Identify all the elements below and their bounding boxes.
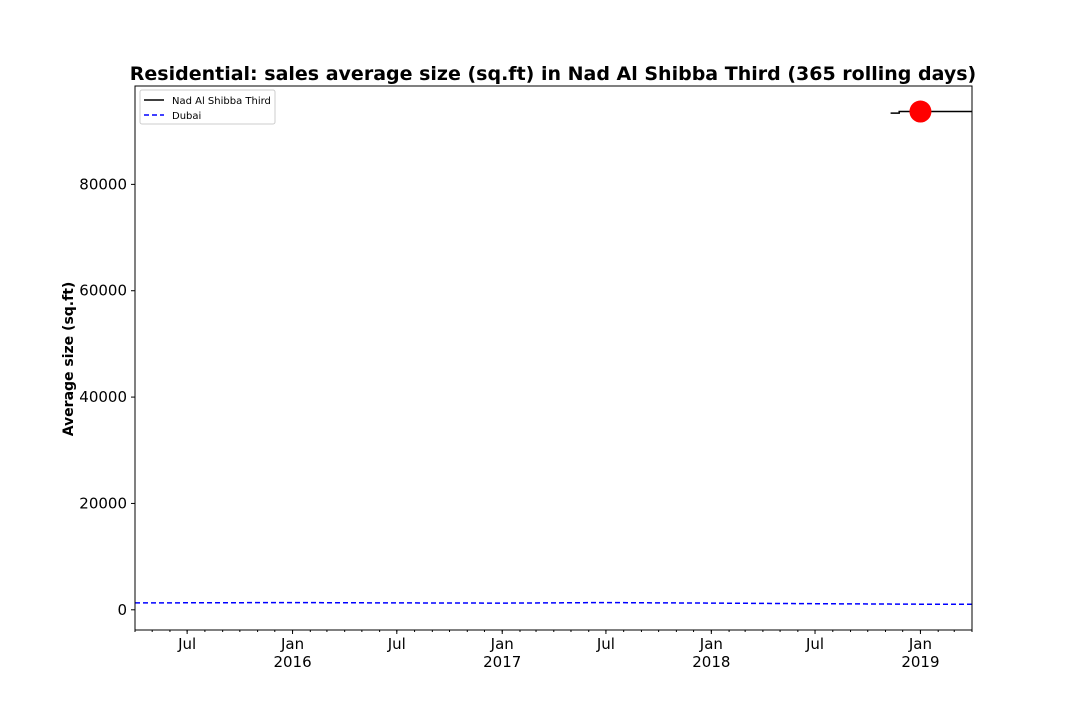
- legend: Nad Al Shibba Third Dubai: [139, 89, 276, 125]
- x-tick-year-label: 2019: [901, 653, 939, 671]
- x-tick-label: Jul: [177, 635, 196, 653]
- x-tick-year-label: 2018: [692, 653, 730, 671]
- series-line-1: [134, 601, 972, 605]
- y-tick-label: 0: [117, 601, 127, 619]
- legend-label-1: Dubai: [172, 111, 201, 122]
- x-tick-label: Jan: [490, 635, 514, 653]
- y-tick-label: 40000: [79, 388, 127, 406]
- legend-box: [139, 89, 276, 125]
- y-axis-label: Average size (sq.ft): [61, 282, 77, 437]
- series-line-0: [890, 110, 972, 114]
- x-tick-label: Jul: [387, 635, 406, 653]
- plot-frame: [134, 85, 973, 631]
- x-tick-label: Jul: [805, 635, 824, 653]
- highlight-point: [909, 100, 932, 123]
- x-tick-year-label: 2016: [273, 653, 311, 671]
- y-tick-label: 20000: [79, 494, 127, 512]
- x-tick-label: Jan: [908, 635, 932, 653]
- chart-title: Residential: sales average size (sq.ft) …: [130, 63, 976, 85]
- x-tick-year-label: 2017: [483, 653, 521, 671]
- x-tick-label: Jan: [280, 635, 304, 653]
- x-tick-label: Jul: [596, 635, 615, 653]
- plot-area: [134, 100, 972, 605]
- y-tick-label: 80000: [79, 175, 127, 193]
- legend-label-0: Nad Al Shibba Third: [172, 96, 271, 107]
- y-tick-label: 60000: [79, 282, 127, 300]
- x-tick-label: Jan: [699, 635, 723, 653]
